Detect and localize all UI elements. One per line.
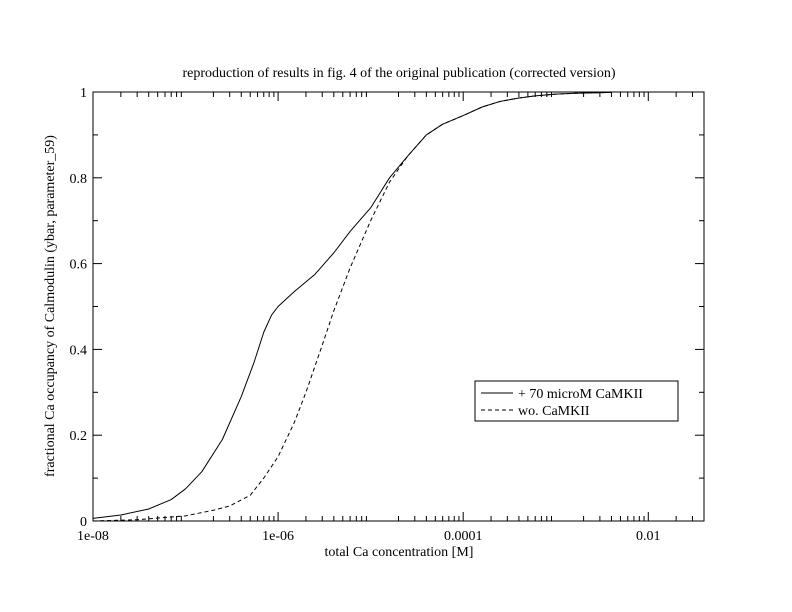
- x-tick-label: 0.0001: [444, 529, 483, 544]
- series-line-wo-camkii: [92, 91, 612, 522]
- series-line-camkii: [92, 91, 612, 519]
- y-tick-label: 0.4: [70, 343, 88, 358]
- x-tick-label: 1e-08: [77, 529, 109, 544]
- chart-title: reproduction of results in fig. 4 of the…: [182, 66, 615, 81]
- x-tick-label: 1e-06: [262, 529, 294, 544]
- legend-label-camkii: + 70 microM CaMKII: [518, 387, 643, 402]
- y-tick-label: 0: [80, 515, 87, 530]
- y-tick-label: 0.2: [70, 429, 88, 444]
- y-axis-label: fractional Ca occupancy of Calmodulin (y…: [43, 135, 58, 477]
- x-axis-label: total Ca concentration [M]: [325, 545, 474, 560]
- plot-frame: [92, 91, 705, 522]
- y-tick-label: 0.6: [70, 258, 88, 273]
- y-tick-label: 0.8: [70, 172, 88, 187]
- axis-ticks: [92, 91, 705, 522]
- axis-tick-labels: 1e-08 1e-06 0.0001 0.01 0 0.2 0.4 0.6 0.8 1: [70, 86, 661, 544]
- legend-label-wo-camkii: wo. CaMKII: [518, 404, 590, 419]
- legend: + 70 microM CaMKII wo. CaMKII: [474, 380, 679, 422]
- x-tick-label: 0.01: [636, 529, 661, 544]
- legend-box: [474, 380, 679, 422]
- y-tick-label: 1: [80, 86, 87, 101]
- series-lines: [92, 91, 612, 522]
